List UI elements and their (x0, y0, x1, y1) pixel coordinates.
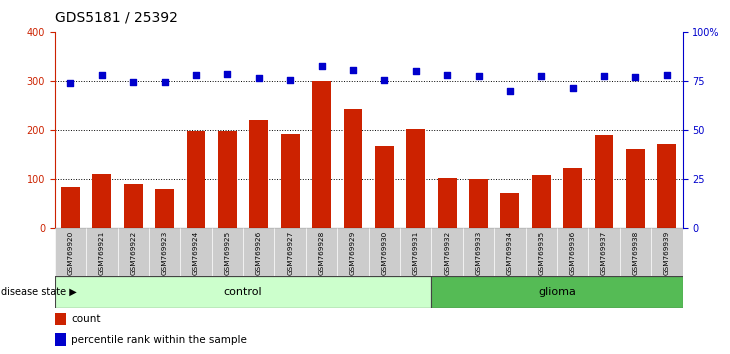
Text: GSM769928: GSM769928 (318, 231, 325, 275)
Bar (463, 228, 494, 276)
Bar (501, 193, 519, 228)
Bar (55, 276, 431, 308)
Point (190, 72, 201, 78)
Bar (526, 228, 557, 276)
Bar (375, 146, 393, 228)
Point (65, 81, 77, 86)
Bar (369, 228, 400, 276)
Text: GSM769923: GSM769923 (161, 231, 168, 275)
Bar (155, 189, 174, 228)
Text: GSM769920: GSM769920 (67, 231, 74, 275)
Bar (250, 120, 268, 228)
Bar (86, 228, 118, 276)
Point (222, 71, 234, 76)
Bar (564, 169, 582, 228)
Bar (55, 333, 66, 346)
Bar (306, 228, 337, 276)
Bar (187, 131, 205, 228)
Text: GSM769932: GSM769932 (444, 231, 450, 275)
Text: GSM769921: GSM769921 (99, 231, 105, 275)
Point (285, 77, 296, 83)
Bar (337, 228, 369, 276)
Bar (651, 228, 683, 276)
Bar (118, 228, 149, 276)
Bar (281, 134, 299, 228)
Bar (93, 174, 111, 228)
Text: control: control (224, 287, 262, 297)
Text: GSM769924: GSM769924 (193, 231, 199, 275)
Bar (55, 313, 66, 325)
Text: GSM769931: GSM769931 (412, 231, 419, 275)
Text: GSM769929: GSM769929 (350, 231, 356, 275)
Bar (595, 135, 613, 228)
Point (379, 77, 391, 83)
Bar (274, 228, 306, 276)
Bar (212, 228, 243, 276)
Text: glioma: glioma (538, 287, 576, 297)
Point (128, 79, 139, 85)
Point (316, 63, 328, 69)
Text: GSM769939: GSM769939 (664, 231, 670, 275)
Bar (344, 109, 362, 228)
Text: GSM769930: GSM769930 (381, 231, 388, 275)
Text: GSM769934: GSM769934 (507, 231, 513, 275)
Point (536, 73, 548, 79)
Point (473, 73, 485, 79)
Bar (180, 228, 212, 276)
Text: count: count (71, 314, 101, 325)
Text: GSM769938: GSM769938 (632, 231, 639, 275)
Point (253, 75, 265, 80)
Text: GSM769922: GSM769922 (130, 231, 137, 275)
Text: GSM769935: GSM769935 (538, 231, 545, 275)
Point (159, 80, 171, 85)
Point (630, 74, 642, 80)
Bar (431, 228, 463, 276)
Text: GSM769927: GSM769927 (287, 231, 293, 275)
Text: GSM769936: GSM769936 (569, 231, 576, 275)
Point (661, 72, 673, 78)
Text: disease state ▶: disease state ▶ (1, 287, 77, 297)
Bar (55, 228, 86, 276)
Bar (407, 129, 425, 228)
Text: GSM769937: GSM769937 (601, 231, 607, 275)
Text: GSM769926: GSM769926 (255, 231, 262, 275)
Bar (149, 228, 180, 276)
Bar (557, 228, 588, 276)
Bar (532, 175, 550, 228)
Text: GSM769925: GSM769925 (224, 231, 231, 275)
Point (567, 85, 579, 91)
Bar (588, 228, 620, 276)
Text: percentile rank within the sample: percentile rank within the sample (71, 335, 247, 345)
Bar (312, 81, 331, 228)
Point (410, 68, 422, 74)
Bar (438, 178, 456, 228)
Bar (218, 131, 237, 228)
Bar (124, 184, 142, 228)
Bar (626, 149, 645, 228)
Text: GSM769933: GSM769933 (475, 231, 482, 275)
Point (96, 72, 108, 78)
Point (504, 88, 515, 94)
Point (599, 73, 610, 79)
Bar (494, 228, 526, 276)
Text: GDS5181 / 25392: GDS5181 / 25392 (55, 11, 177, 25)
Point (347, 67, 359, 73)
Bar (620, 228, 651, 276)
Point (441, 72, 453, 78)
Bar (61, 187, 80, 228)
Bar (243, 228, 274, 276)
Bar (431, 276, 683, 308)
Bar (658, 144, 676, 228)
Bar (469, 179, 488, 228)
Bar (400, 228, 431, 276)
